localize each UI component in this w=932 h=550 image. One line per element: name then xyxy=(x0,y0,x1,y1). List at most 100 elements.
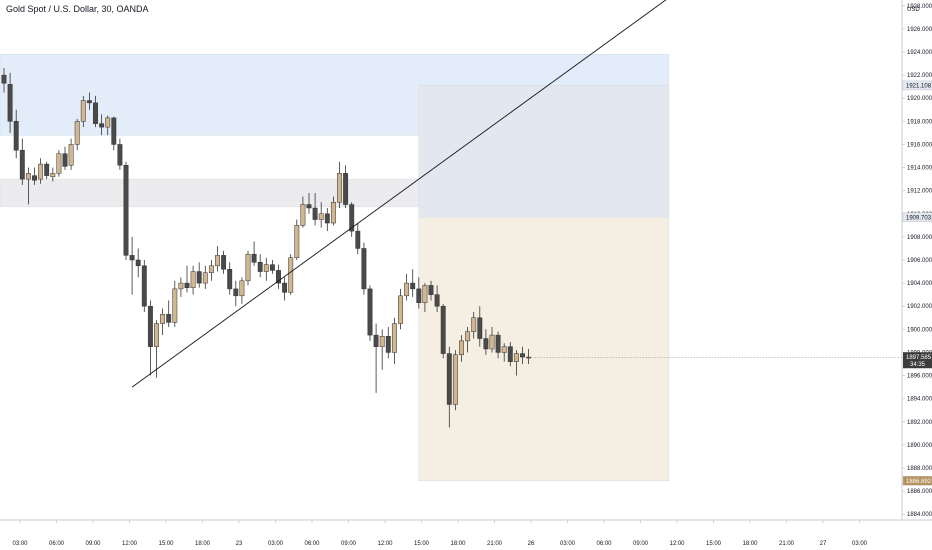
candle xyxy=(80,95,86,128)
y-tick-label: 1896.000 xyxy=(907,374,932,380)
y-tick-label: 1918.000 xyxy=(907,119,932,125)
x-tick-label: 09:00 xyxy=(633,541,649,547)
candle xyxy=(367,285,373,341)
x-tick-label: 03:00 xyxy=(560,541,576,547)
candles-layer xyxy=(1,68,532,428)
candle xyxy=(196,262,202,288)
candle xyxy=(44,161,50,180)
candle xyxy=(276,264,281,289)
svg-text:1897.585: 1897.585 xyxy=(906,355,932,361)
x-tick-label: 12:00 xyxy=(377,541,393,547)
candle xyxy=(50,167,56,182)
candle xyxy=(404,273,410,301)
candle xyxy=(520,346,525,364)
candle xyxy=(208,260,214,281)
candle xyxy=(300,196,306,228)
time-axis[interactable]: 03:00 06:00 09:00 12:00 15:00 18:00 23 03:00 06:… xyxy=(0,519,932,547)
candle xyxy=(288,254,294,295)
svg-text:34:35: 34:35 xyxy=(910,362,926,368)
candle xyxy=(489,327,495,353)
candle xyxy=(446,346,452,428)
x-tick-label: 03:00 xyxy=(12,541,28,547)
candle xyxy=(355,223,361,255)
trendline[interactable] xyxy=(131,0,669,388)
candle xyxy=(117,138,123,170)
trendline-layer xyxy=(131,0,669,388)
candle xyxy=(465,327,471,353)
x-tick-label: 15:00 xyxy=(158,541,174,547)
mid-level-tag: 1909.703 xyxy=(902,212,932,222)
x-tick-label: 26 xyxy=(528,541,535,547)
candle xyxy=(501,343,507,362)
y-tick-label: 1892.000 xyxy=(907,420,932,426)
y-tick-label: 1914.000 xyxy=(907,166,932,172)
candle xyxy=(318,202,324,228)
x-tick-label: 06:00 xyxy=(596,541,612,547)
candle xyxy=(373,323,379,393)
candle xyxy=(111,116,117,151)
candle xyxy=(227,262,233,295)
candle xyxy=(19,138,25,185)
candle xyxy=(154,320,159,378)
candle xyxy=(337,161,342,208)
candle xyxy=(99,114,105,136)
y-tick-label: 1904.000 xyxy=(907,281,932,287)
x-tick-label: 21:00 xyxy=(487,541,503,547)
candle xyxy=(202,265,208,289)
x-tick-label: 18:00 xyxy=(195,541,211,547)
y-tick-label: 1886.000 xyxy=(907,489,932,495)
candle xyxy=(190,265,196,295)
y-tick-label: 1894.000 xyxy=(907,397,932,403)
candle xyxy=(263,257,269,281)
currency-label: USD xyxy=(907,7,920,13)
lower-target-zone xyxy=(418,216,670,482)
candle xyxy=(385,327,391,359)
x-tick-label: 03:00 xyxy=(852,541,868,547)
price-axis[interactable]: USD 1884.000 1886.000 1888.000 1890.000 1892… xyxy=(901,0,932,520)
y-tick-label: 1884.000 xyxy=(907,512,932,518)
y-tick-label: 1922.000 xyxy=(907,73,932,79)
x-tick-label: 15:00 xyxy=(414,541,430,547)
candle xyxy=(215,246,220,272)
candle xyxy=(93,95,98,128)
x-tick-label: 23 xyxy=(236,541,243,547)
candle xyxy=(422,283,428,312)
candle xyxy=(471,312,477,339)
x-tick-label: 18:00 xyxy=(450,541,466,547)
candle xyxy=(141,260,147,312)
candle xyxy=(495,331,501,359)
candle xyxy=(269,260,275,274)
y-tick-label: 1920.000 xyxy=(907,96,932,102)
y-tick-label: 1890.000 xyxy=(907,443,932,449)
candle xyxy=(178,277,184,297)
candle xyxy=(239,277,245,304)
y-tick-label: 1924.000 xyxy=(907,50,932,56)
candle xyxy=(257,254,263,278)
candle xyxy=(233,280,239,307)
candle xyxy=(361,242,367,295)
candle xyxy=(513,350,519,376)
x-tick-label: 09:00 xyxy=(341,541,357,547)
candle xyxy=(74,119,80,151)
y-tick-label: 1902.000 xyxy=(907,304,932,310)
candle xyxy=(7,72,13,133)
candle xyxy=(166,300,172,328)
x-tick-label: 09:00 xyxy=(85,541,101,547)
candle xyxy=(25,167,31,205)
candle xyxy=(105,115,111,136)
y-tick-label: 1906.000 xyxy=(907,258,932,264)
candle xyxy=(349,202,355,237)
candle xyxy=(379,329,385,370)
candle xyxy=(477,306,483,347)
candle xyxy=(123,161,129,260)
chart-title: Gold Spot / U.S. Dollar, 30, OANDA xyxy=(6,4,149,14)
candle xyxy=(245,250,251,286)
candle xyxy=(68,138,74,170)
x-tick-label: 12:00 xyxy=(122,541,138,547)
candle xyxy=(343,165,349,208)
y-tick-label: 1912.000 xyxy=(907,189,932,195)
candle xyxy=(452,350,458,411)
candle xyxy=(483,329,489,355)
